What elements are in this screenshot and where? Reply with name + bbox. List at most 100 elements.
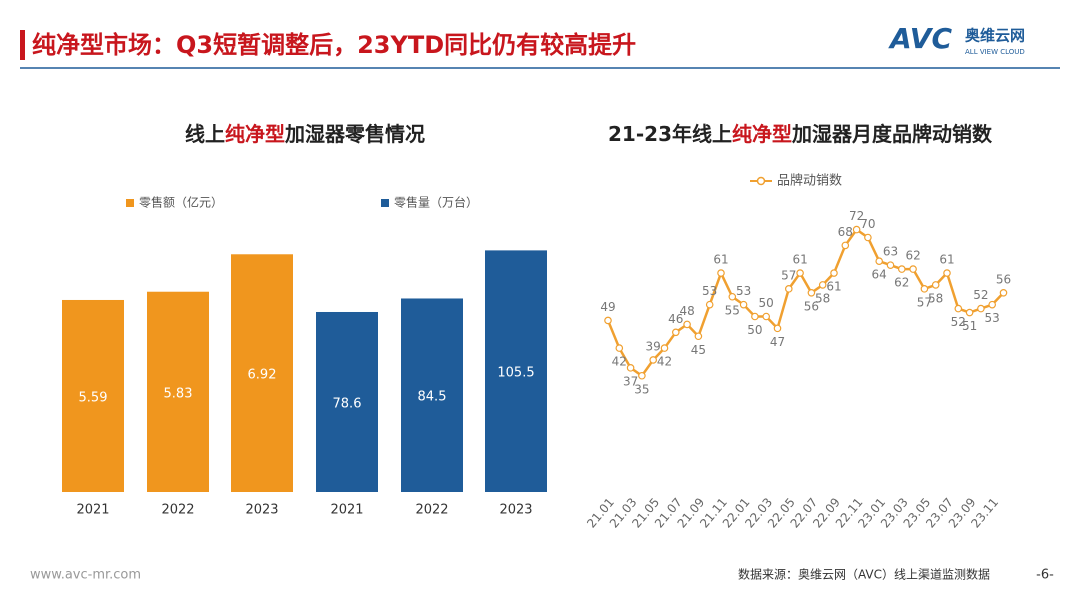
data-label: 105.5	[497, 366, 534, 381]
point	[728, 292, 737, 301]
data-label: 48	[679, 304, 694, 318]
point	[830, 269, 838, 277]
data-label: 49	[600, 300, 615, 314]
point	[694, 332, 703, 341]
bar	[147, 291, 209, 492]
title-part: 线上	[185, 122, 225, 146]
point	[751, 312, 759, 321]
data-label: 84.5	[418, 390, 447, 405]
x-tick-label: 2021	[330, 503, 363, 518]
point	[762, 312, 771, 321]
title-part: 21-23年线上	[608, 122, 732, 146]
logo: AVC	[888, 22, 952, 55]
point	[999, 288, 1008, 297]
x-tick-label: 2022	[415, 503, 448, 518]
page-number: -6-	[1036, 568, 1054, 583]
data-label: 39	[646, 339, 661, 353]
point	[886, 261, 895, 269]
point	[852, 225, 861, 234]
data-label: 5.59	[79, 390, 108, 405]
data-label: 56	[804, 299, 819, 313]
point	[638, 371, 646, 380]
point	[943, 269, 951, 277]
data-label: 56	[996, 272, 1011, 286]
data-label: 50	[747, 323, 762, 337]
point	[784, 285, 793, 293]
point	[931, 281, 940, 289]
logo-cn: 奥维云网	[965, 27, 1025, 45]
point	[864, 233, 872, 242]
point	[897, 265, 906, 273]
legend-swatch	[381, 199, 389, 207]
data-label: 53	[736, 284, 751, 298]
title-accent	[20, 30, 25, 60]
x-tick-label: 2023	[245, 503, 278, 518]
data-label: 57	[917, 295, 932, 309]
data-label: 50	[759, 296, 774, 310]
data-label: 61	[713, 253, 728, 267]
data-label: 46	[668, 312, 683, 326]
point	[739, 300, 748, 309]
point	[875, 257, 884, 266]
data-label: 70	[860, 217, 875, 231]
footer-source: 数据来源：奥维云网（AVC）线上渠道监测数据	[738, 567, 990, 582]
legend-swatch	[126, 199, 134, 207]
bar	[62, 299, 124, 492]
data-label: 57	[781, 268, 796, 282]
x-tick-label: 2023	[499, 503, 532, 518]
title-part: 纯净型	[225, 122, 285, 146]
data-label: 72	[849, 209, 864, 223]
data-label: 37	[623, 374, 638, 388]
data-label: 58	[928, 291, 943, 305]
data-label: 61	[792, 253, 807, 267]
point	[920, 285, 929, 293]
point	[660, 344, 669, 352]
bar	[401, 298, 463, 492]
bar	[485, 250, 547, 492]
data-label: 68	[838, 225, 853, 239]
point	[988, 300, 997, 309]
point	[705, 300, 714, 309]
point	[604, 316, 612, 325]
data-label: 5.83	[164, 386, 193, 401]
point	[626, 364, 635, 372]
data-label: 47	[770, 335, 785, 349]
data-label: 61	[939, 253, 954, 267]
point	[965, 308, 974, 317]
point	[954, 304, 963, 313]
data-label: 42	[657, 355, 672, 369]
logo-en: ALL VIEW CLOUD	[965, 48, 1025, 56]
data-label: 61	[826, 280, 841, 294]
bar	[316, 311, 378, 492]
data-label: 62	[894, 276, 909, 290]
data-label: 6.92	[248, 368, 277, 383]
legend-label: 零售额（亿元）	[139, 195, 223, 210]
data-label: 78.6	[333, 396, 362, 411]
point	[717, 269, 725, 277]
data-label: 53	[985, 311, 1000, 325]
data-label: 45	[691, 343, 706, 357]
slide-title: 纯净型市场：Q3短暂调整后，23YTD同比仍有较高提升	[32, 31, 636, 59]
title-part: 加湿器零售情况	[284, 122, 425, 146]
data-label: 35	[634, 382, 649, 396]
data-label: 52	[951, 315, 966, 329]
data-label: 63	[883, 245, 898, 259]
point	[683, 320, 691, 329]
point	[977, 304, 985, 313]
data-label: 55	[725, 303, 740, 317]
point	[671, 328, 680, 337]
point	[649, 356, 658, 364]
data-label: 42	[612, 355, 627, 369]
data-label: 64	[872, 268, 887, 282]
x-tick-label: 2021	[76, 503, 109, 518]
data-label: 58	[815, 291, 830, 305]
point	[773, 324, 782, 333]
point	[807, 288, 816, 297]
legend-marker	[756, 176, 766, 186]
footer-url: www.avc-mr.com	[30, 568, 141, 583]
chart-title: 21-23年线上纯净型加湿器月度品牌动销数	[608, 122, 993, 146]
point	[615, 344, 624, 352]
data-label: 52	[973, 288, 988, 302]
point	[841, 241, 850, 250]
